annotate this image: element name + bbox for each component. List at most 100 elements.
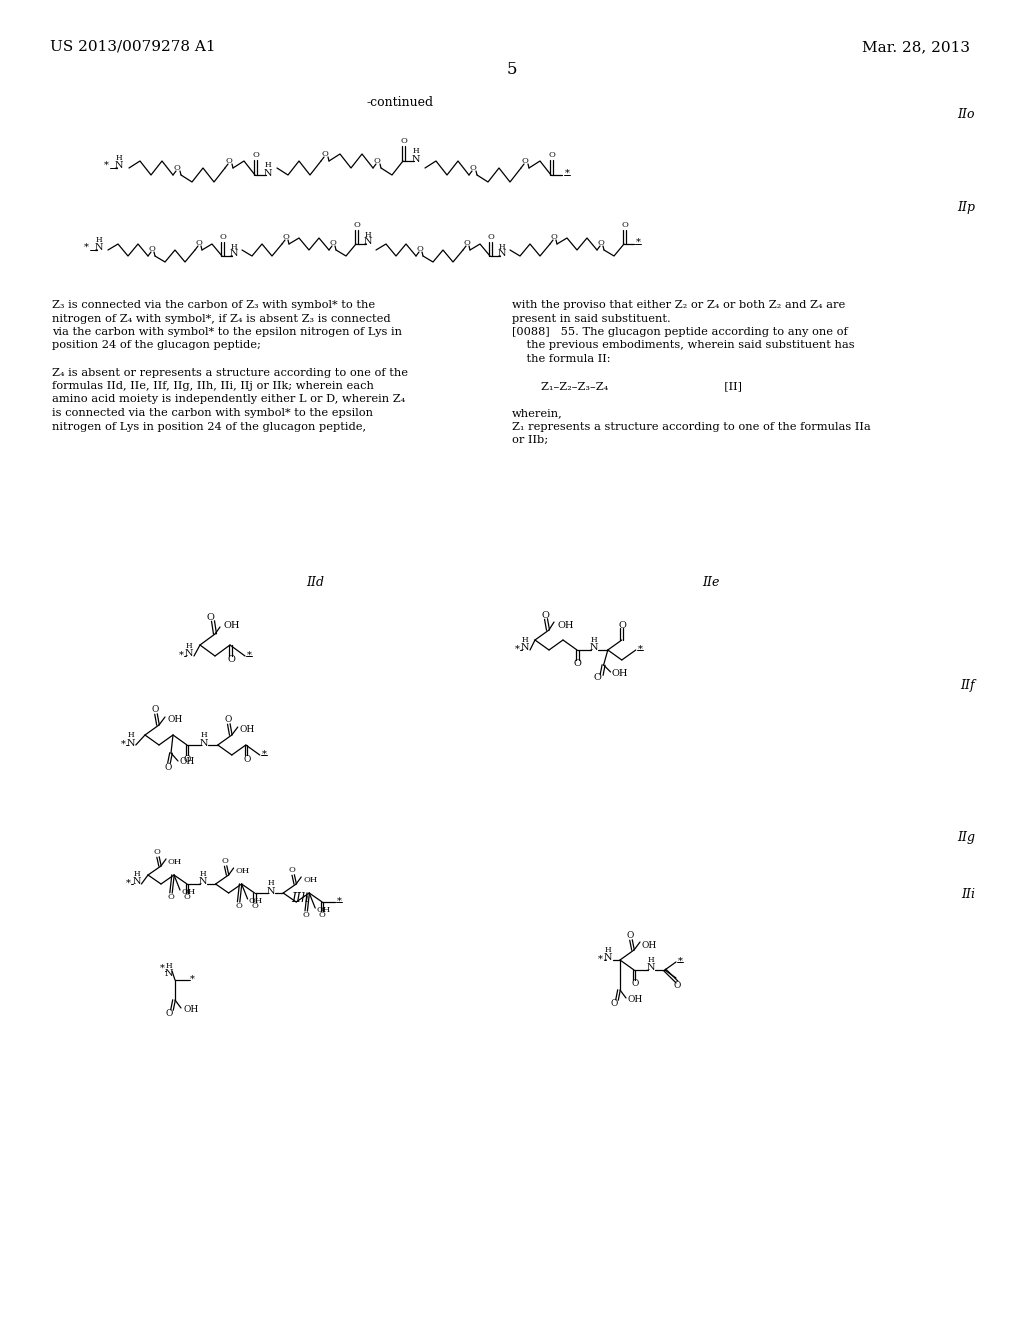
Text: IIh: IIh [291, 891, 309, 904]
Text: O: O [487, 234, 495, 242]
Text: *: * [261, 750, 266, 759]
Text: H: H [127, 731, 134, 739]
Text: IIi: IIi [961, 888, 975, 902]
Text: wherein,: wherein, [512, 408, 563, 418]
Text: Mar. 28, 2013: Mar. 28, 2013 [862, 40, 970, 54]
Text: OH: OH [240, 726, 255, 734]
Text: *: * [337, 896, 342, 906]
Text: O: O [253, 150, 259, 158]
Text: H: H [604, 946, 611, 954]
Text: US 2013/0079278 A1: US 2013/0079278 A1 [50, 40, 216, 54]
Text: N: N [115, 161, 123, 170]
Text: OH: OH [168, 858, 182, 866]
Text: O: O [243, 755, 251, 763]
Text: is connected via the carbon with symbol* to the epsilon: is connected via the carbon with symbol*… [52, 408, 373, 418]
Text: *: * [564, 169, 569, 177]
Text: amino acid moiety is independently either L or D, wherein Z₄: amino acid moiety is independently eithe… [52, 395, 406, 404]
Text: O: O [622, 220, 629, 228]
Text: O: O [236, 902, 242, 909]
Text: N: N [199, 878, 207, 887]
Text: IIp: IIp [957, 201, 975, 214]
Text: *: * [636, 238, 640, 247]
Text: O: O [283, 234, 290, 242]
Text: O: O [318, 911, 326, 919]
Text: OH: OH [236, 867, 250, 875]
Text: formulas IId, IIe, IIf, IIg, IIh, IIi, IIj or IIk; wherein each: formulas IId, IIe, IIf, IIg, IIh, IIi, I… [52, 381, 374, 391]
Text: OH: OH [316, 906, 331, 913]
Text: H: H [201, 731, 207, 739]
Text: O: O [594, 672, 601, 681]
Text: O: O [400, 137, 408, 145]
Text: O: O [289, 866, 296, 874]
Text: N: N [264, 169, 272, 177]
Text: OH: OH [249, 898, 263, 906]
Text: H: H [200, 870, 206, 878]
Text: *: * [247, 651, 252, 660]
Text: Z₃ is connected via the carbon of Z₃ with symbol* to the: Z₃ is connected via the carbon of Z₃ wit… [52, 300, 375, 310]
Text: the previous embodiments, wherein said substituent has: the previous embodiments, wherein said s… [512, 341, 855, 351]
Text: Z₄ is absent or represents a structure according to one of the: Z₄ is absent or represents a structure a… [52, 367, 408, 378]
Text: O: O [674, 982, 681, 990]
Text: N: N [127, 738, 135, 747]
Text: H: H [365, 231, 372, 239]
Text: H: H [499, 243, 505, 251]
Text: the formula II:: the formula II: [512, 354, 610, 364]
Text: N: N [165, 969, 173, 978]
Text: N: N [590, 644, 598, 652]
Text: *: * [103, 161, 109, 169]
Text: O: O [206, 614, 214, 623]
Text: OH: OH [611, 668, 628, 677]
Text: *: * [84, 243, 88, 252]
Text: O: O [183, 755, 190, 763]
Text: N: N [266, 887, 274, 895]
Text: O: O [168, 894, 174, 902]
Text: nitrogen of Lys in position 24 of the glucagon peptide,: nitrogen of Lys in position 24 of the gl… [52, 421, 367, 432]
Text: O: O [152, 705, 159, 714]
Text: H: H [230, 243, 238, 251]
Text: O: O [148, 246, 156, 253]
Text: H: H [648, 956, 654, 964]
Text: *: * [121, 739, 125, 748]
Text: O: O [632, 979, 639, 989]
Text: OH: OH [223, 620, 240, 630]
Text: N: N [647, 964, 655, 973]
Text: N: N [200, 738, 208, 747]
Text: position 24 of the glucagon peptide;: position 24 of the glucagon peptide; [52, 341, 261, 351]
Text: IIg: IIg [957, 832, 975, 845]
Text: H: H [133, 870, 139, 878]
Text: N: N [364, 238, 373, 247]
Text: O: O [303, 911, 309, 919]
Text: *: * [160, 964, 165, 973]
Text: N: N [603, 953, 612, 962]
Text: O: O [322, 150, 329, 158]
Text: IIo: IIo [957, 108, 975, 121]
Text: O: O [549, 150, 555, 158]
Text: *: * [515, 644, 519, 653]
Text: O: O [417, 246, 424, 253]
Text: [0088]   55. The glucagon peptide according to any one of: [0088] 55. The glucagon peptide accordin… [512, 327, 848, 337]
Text: H: H [166, 962, 172, 970]
Text: O: O [183, 894, 190, 902]
Text: H: H [95, 236, 102, 244]
Text: OH: OH [167, 715, 182, 725]
Text: O: O [154, 847, 161, 855]
Text: or IIb;: or IIb; [512, 436, 548, 445]
Text: N: N [498, 249, 506, 259]
Text: O: O [196, 239, 203, 247]
Text: H: H [185, 642, 193, 649]
Text: *: * [637, 644, 642, 653]
Text: H: H [116, 154, 122, 162]
Text: O: O [251, 902, 258, 909]
Text: OH: OH [557, 620, 573, 630]
Text: O: O [225, 157, 232, 165]
Text: O: O [551, 234, 557, 242]
Text: O: O [374, 157, 381, 165]
Text: IIe: IIe [702, 576, 720, 589]
Text: *: * [126, 879, 131, 887]
Text: N: N [412, 154, 420, 164]
Text: OH: OH [181, 888, 196, 896]
Text: *: * [678, 957, 682, 965]
Text: via the carbon with symbol* to the epsilon nitrogen of Lys in: via the carbon with symbol* to the epsil… [52, 327, 402, 337]
Text: N: N [95, 243, 103, 252]
Text: with the proviso that either Z₂ or Z₄ or both Z₂ and Z₄ are: with the proviso that either Z₂ or Z₄ or… [512, 300, 845, 310]
